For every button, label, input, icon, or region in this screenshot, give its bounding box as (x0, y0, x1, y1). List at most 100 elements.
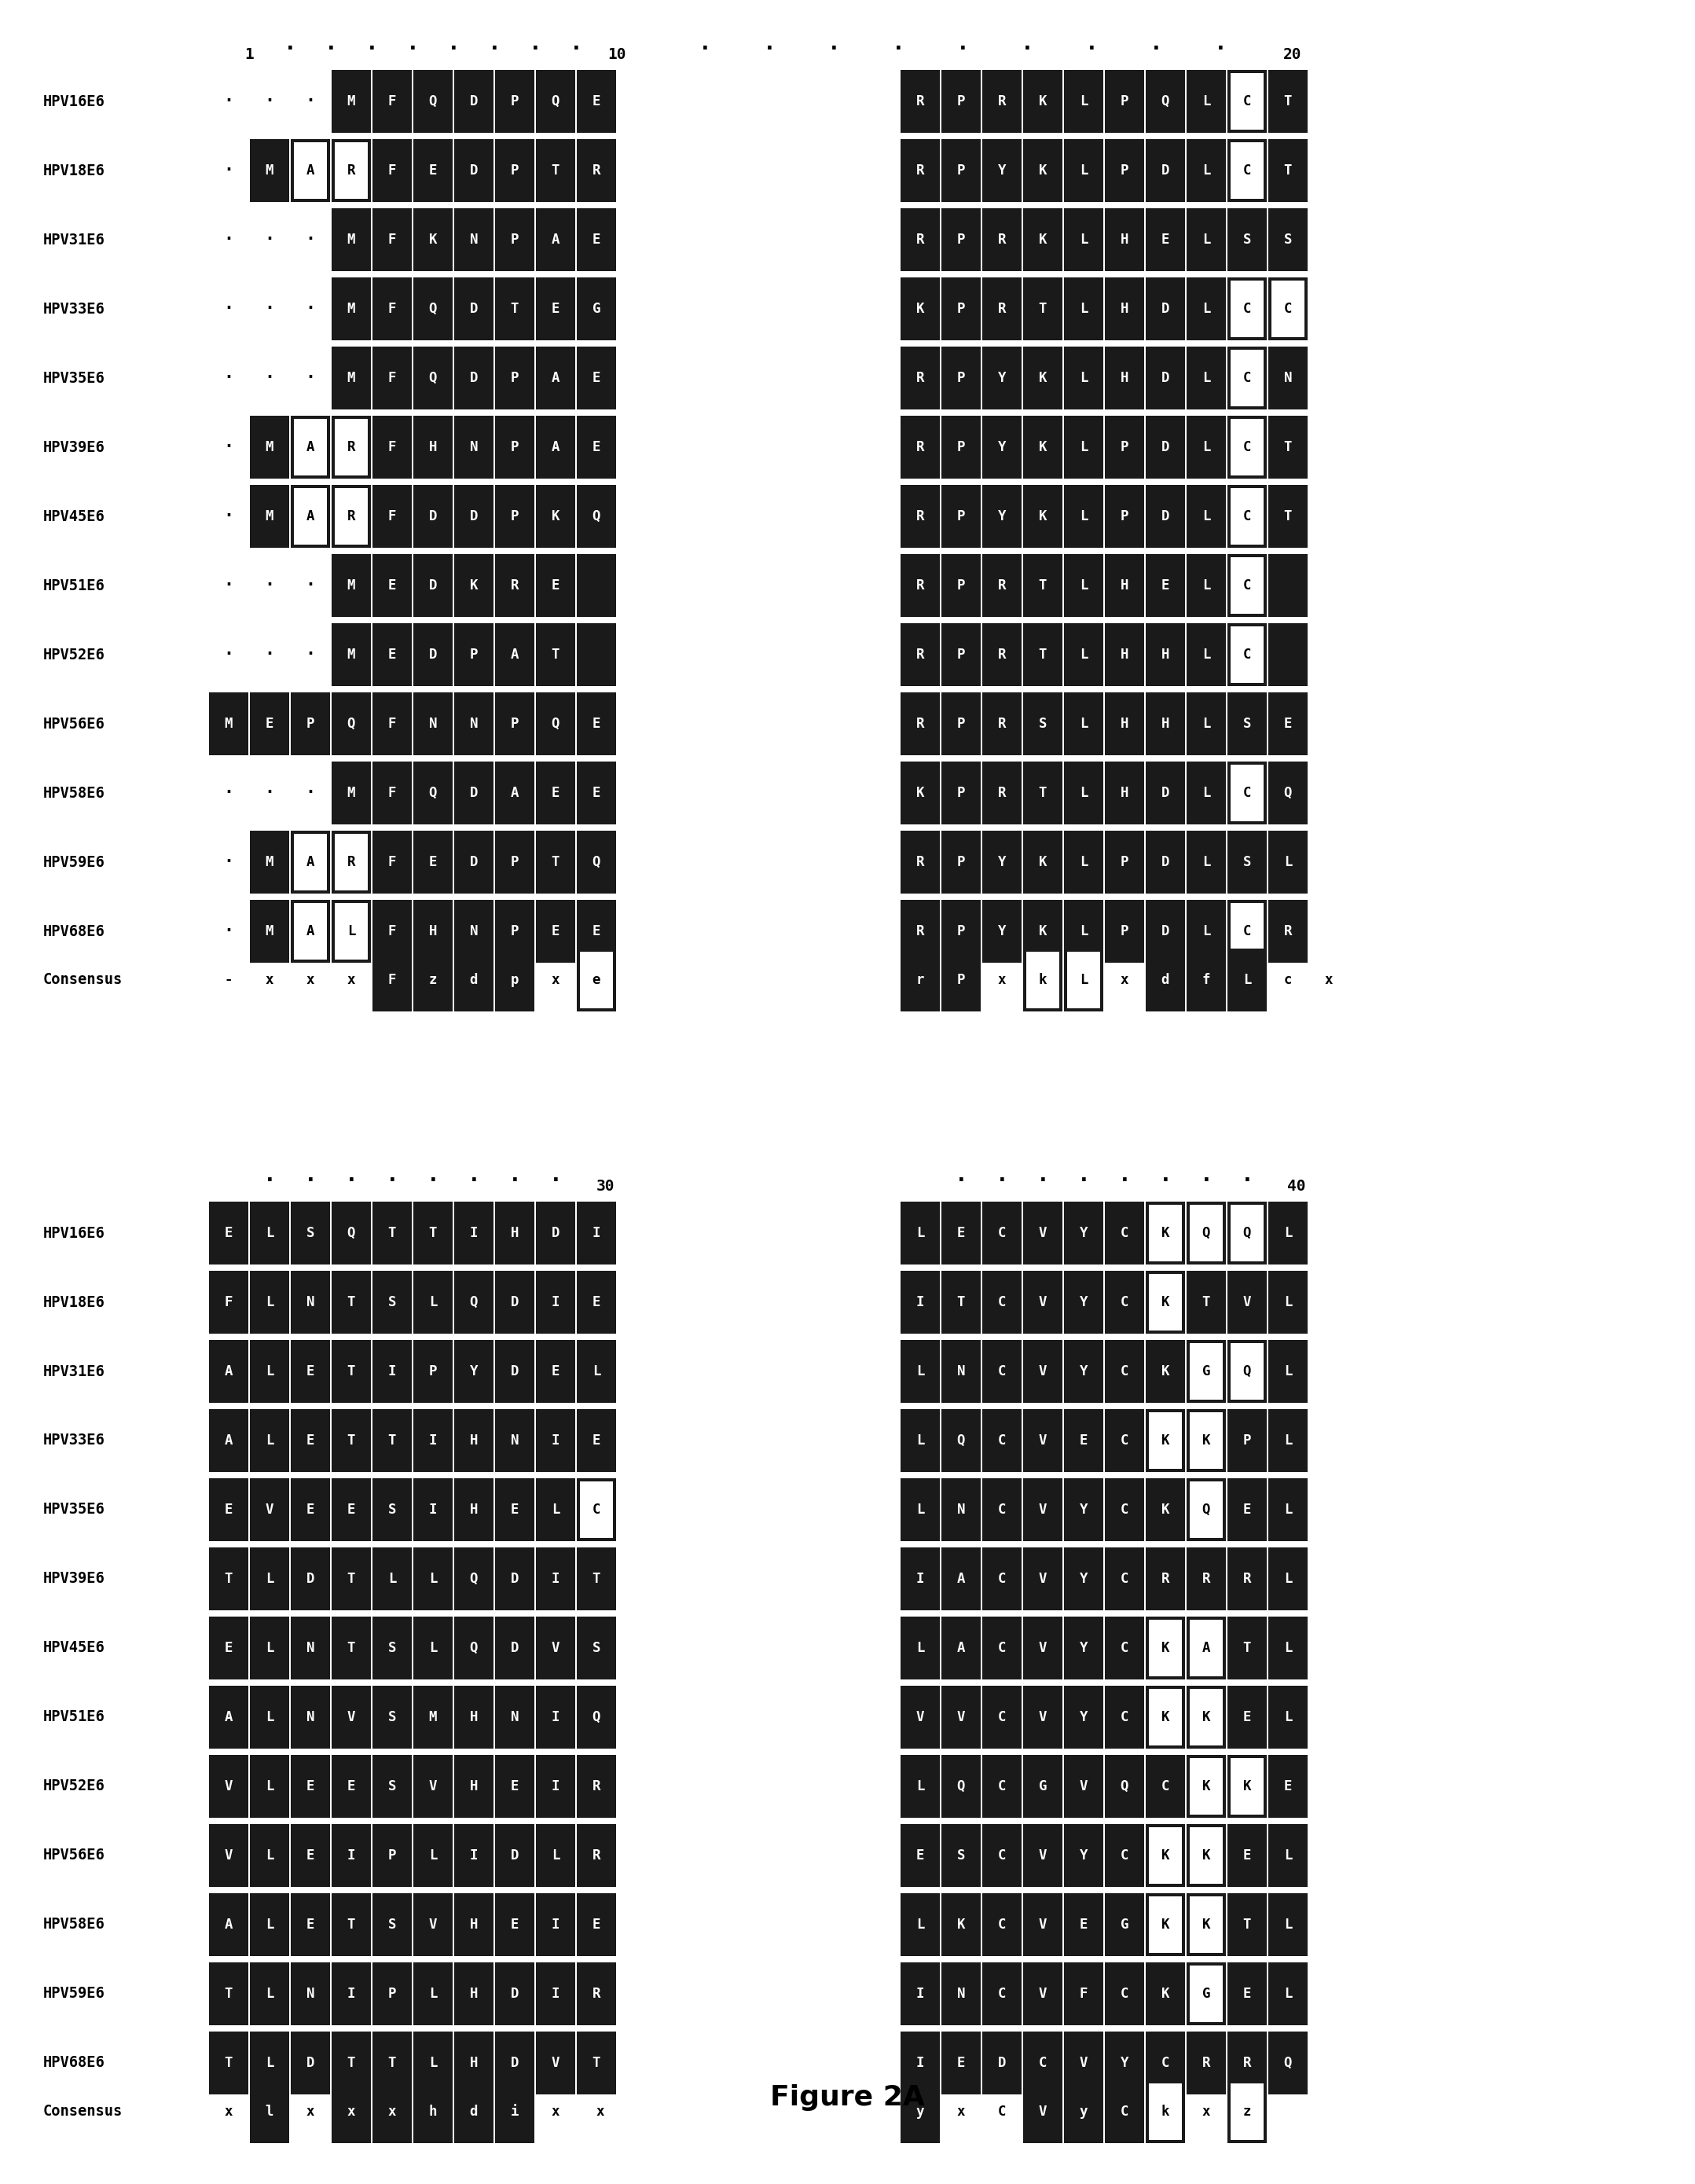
Text: N: N (958, 1503, 964, 1516)
Bar (495, 1616, 534, 1679)
Text: V: V (1039, 1710, 1048, 1723)
Text: Q: Q (347, 1225, 356, 1241)
Text: F: F (388, 716, 397, 732)
Text: C: C (1242, 94, 1251, 109)
Bar (1231, 349, 1263, 406)
Bar (983, 762, 1022, 823)
Bar (1227, 830, 1266, 893)
Text: C: C (1283, 301, 1292, 317)
Text: R: R (1283, 924, 1292, 939)
Text: P: P (1120, 856, 1129, 869)
Bar (1105, 830, 1144, 893)
Bar (454, 140, 493, 201)
Text: A: A (551, 234, 559, 247)
Text: D: D (1161, 786, 1170, 799)
Bar (249, 1409, 290, 1472)
Bar (576, 207, 615, 271)
Bar (332, 555, 371, 616)
Text: F: F (388, 94, 397, 109)
Text: K: K (551, 509, 559, 524)
Bar (249, 1756, 290, 1817)
Text: Q: Q (1283, 2055, 1292, 2070)
Text: T: T (347, 1365, 356, 1378)
Text: K: K (1161, 1848, 1170, 1863)
Text: D: D (510, 1848, 519, 1863)
Bar (983, 1616, 1022, 1679)
Bar (536, 1963, 575, 2025)
Text: D: D (510, 2055, 519, 2070)
Text: C: C (1242, 649, 1251, 662)
Text: HPV39E6: HPV39E6 (42, 439, 105, 454)
Bar (983, 1824, 1022, 1887)
Text: V: V (347, 1710, 356, 1723)
Text: ·: · (224, 577, 234, 594)
Text: T: T (1202, 1295, 1210, 1308)
Bar (941, 948, 981, 1011)
Bar (1024, 692, 1063, 756)
Text: S: S (592, 1640, 600, 1655)
Bar (332, 692, 371, 756)
Text: .: . (549, 1164, 563, 1186)
Text: .: . (427, 1164, 439, 1186)
Bar (1146, 1824, 1185, 1887)
Bar (1268, 415, 1307, 478)
Bar (1268, 1548, 1307, 1610)
Bar (1227, 1548, 1266, 1610)
Text: E: E (510, 1503, 519, 1516)
Text: K: K (915, 786, 924, 799)
Text: C: C (998, 1780, 1007, 1793)
Bar (1105, 1756, 1144, 1817)
Text: C: C (1039, 2055, 1048, 2070)
Bar (1231, 72, 1263, 129)
Bar (414, 1271, 453, 1334)
Text: M: M (347, 579, 356, 592)
Bar (536, 415, 575, 478)
Text: E: E (915, 1848, 924, 1863)
Bar (495, 1409, 534, 1472)
Text: C: C (1242, 786, 1251, 799)
Bar (414, 1201, 453, 1265)
Text: .: . (892, 33, 905, 55)
Text: HPV45E6: HPV45E6 (42, 1640, 105, 1655)
Bar (373, 277, 412, 341)
Bar (941, 1548, 981, 1610)
Text: L: L (1283, 1572, 1292, 1586)
Bar (941, 140, 981, 201)
Bar (1186, 140, 1225, 201)
Text: I: I (551, 1918, 559, 1931)
Text: G: G (1202, 1365, 1210, 1378)
Text: R: R (347, 164, 356, 177)
Bar (495, 2031, 534, 2094)
Text: H: H (1120, 371, 1129, 384)
Bar (373, 2079, 412, 2143)
Text: E: E (224, 1503, 232, 1516)
Text: F: F (224, 1295, 232, 1308)
Text: L: L (388, 1572, 397, 1586)
Bar (1190, 1896, 1222, 1952)
Text: S: S (958, 1848, 964, 1863)
Bar (900, 830, 939, 893)
Bar (1146, 415, 1185, 478)
Text: x: x (347, 972, 356, 987)
Text: C: C (1161, 2055, 1170, 2070)
Bar (332, 1201, 371, 1265)
Text: S: S (388, 1780, 397, 1793)
Bar (1268, 692, 1307, 756)
Text: R: R (1242, 1572, 1251, 1586)
Text: E: E (347, 1780, 356, 1793)
Text: Q: Q (592, 856, 600, 869)
Bar (1227, 692, 1266, 756)
Bar (332, 1548, 371, 1610)
Bar (536, 1271, 575, 1334)
Bar (1146, 692, 1185, 756)
Text: H: H (429, 924, 437, 939)
Bar (414, 2031, 453, 2094)
Bar (1186, 1824, 1225, 1887)
Text: P: P (1120, 441, 1129, 454)
Text: x: x (1325, 972, 1332, 987)
Text: Y: Y (998, 509, 1007, 524)
Bar (1024, 70, 1063, 133)
Text: T: T (429, 1225, 437, 1241)
Bar (293, 902, 327, 959)
Text: P: P (510, 716, 519, 732)
